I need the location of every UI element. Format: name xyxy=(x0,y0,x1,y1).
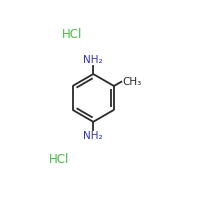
Text: CH₃: CH₃ xyxy=(122,77,141,87)
Text: NH₂: NH₂ xyxy=(83,55,103,65)
Text: HCl: HCl xyxy=(49,153,70,166)
Text: NH₂: NH₂ xyxy=(83,131,103,141)
Text: HCl: HCl xyxy=(62,28,82,41)
